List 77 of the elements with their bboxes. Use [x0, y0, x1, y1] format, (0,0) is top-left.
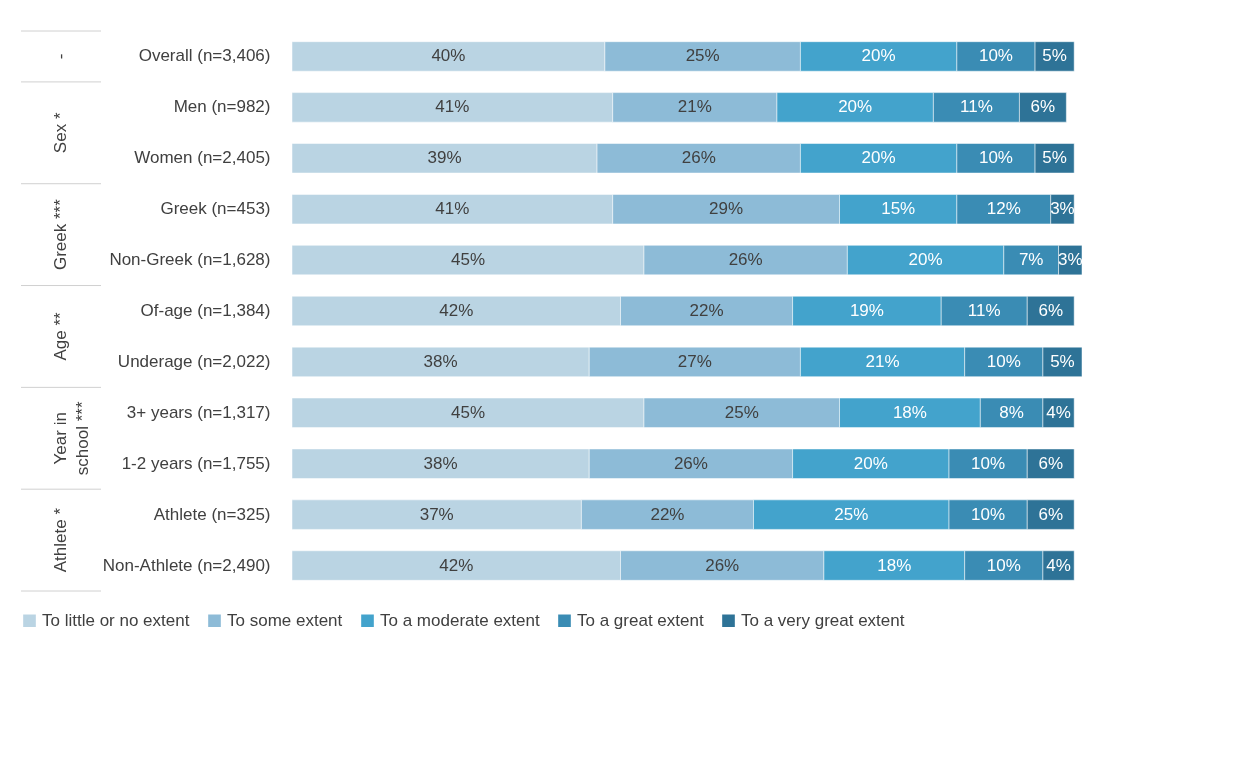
y-tick-label: Overall (n=3,406) — [138, 46, 271, 66]
data-label: 15% — [881, 199, 916, 219]
y-tick-label: Non-Greek (n=1,628) — [109, 250, 271, 270]
data-label: 26% — [673, 453, 708, 473]
data-label: 4% — [1046, 555, 1071, 575]
data-label: 4% — [1046, 402, 1071, 422]
y-tick-label: Non-Athlete (n=2,490) — [102, 555, 271, 575]
data-label: 41% — [435, 97, 470, 117]
data-label: 37% — [419, 504, 454, 524]
data-label: 10% — [971, 504, 1006, 524]
data-label: 6% — [1030, 97, 1056, 117]
data-label: 38% — [423, 351, 458, 371]
data-label: 6% — [1038, 504, 1063, 524]
data-label: 26% — [681, 148, 716, 168]
data-label: 20% — [861, 148, 896, 168]
legend-label: To little or no extent — [42, 610, 190, 630]
text: Greek *** — [51, 198, 70, 271]
data-label: 3% — [1057, 250, 1083, 270]
data-label: 42% — [439, 555, 474, 575]
data-label: 5% — [1042, 46, 1067, 66]
data-label: 41% — [435, 199, 470, 219]
y-tick-label: Underage (n=2,022) — [117, 351, 271, 371]
legend-label: To a great extent — [577, 610, 704, 630]
data-label: 18% — [892, 402, 927, 422]
legend-label: To some extent — [227, 610, 343, 630]
text: Athlete * — [51, 507, 70, 573]
text: - — [51, 53, 70, 60]
y-tick-label: Greek (n=453) — [160, 199, 271, 219]
data-label: 45% — [450, 402, 486, 422]
data-label: 45% — [450, 250, 486, 270]
data-label: 20% — [908, 250, 943, 270]
data-label: 5% — [1042, 148, 1067, 168]
data-label: 20% — [853, 453, 888, 473]
data-label: 22% — [689, 301, 724, 320]
data-label: 25% — [724, 402, 759, 422]
text: Age ** — [51, 311, 70, 361]
data-label: 12% — [986, 199, 1021, 219]
data-label: 26% — [728, 250, 763, 270]
y-tick-label: Athlete (n=325) — [153, 504, 271, 524]
data-label: 19% — [849, 301, 884, 320]
data-label: 20% — [838, 97, 873, 117]
data-label: 6% — [1038, 453, 1063, 473]
data-label: 10% — [986, 351, 1021, 371]
data-label: 42% — [439, 301, 474, 320]
data-label: 21% — [865, 351, 900, 371]
data-label: 10% — [978, 46, 1013, 66]
data-label: 27% — [677, 351, 712, 371]
data-label: 20% — [861, 46, 896, 66]
legend-label: To a very great extent — [741, 610, 905, 630]
text: Year in school *** — [51, 401, 92, 476]
data-label: 21% — [677, 97, 712, 117]
data-label: 29% — [709, 199, 744, 219]
y-tick-label: 3+ years (n=1,317) — [126, 402, 271, 422]
data-label: 10% — [971, 453, 1006, 473]
data-label: 11% — [967, 301, 1001, 320]
data-label: 3% — [1050, 199, 1075, 219]
data-label: 11% — [960, 97, 993, 117]
data-label: 5% — [1050, 351, 1075, 371]
data-label: 7% — [1018, 250, 1044, 270]
legend-label: To a moderate extent — [380, 610, 540, 630]
data-label: 10% — [978, 148, 1013, 168]
data-label: 25% — [834, 504, 869, 524]
y-tick-label: Of-age (n=1,384) — [140, 301, 271, 320]
text: Sex * — [51, 112, 70, 154]
y-tick-label: Women (n=2,405) — [134, 148, 271, 168]
data-label: 22% — [650, 504, 685, 524]
data-label: 10% — [986, 555, 1021, 575]
data-label: 38% — [423, 453, 458, 473]
data-label: 40% — [431, 46, 466, 66]
y-tick-label: Men (n=982) — [173, 97, 271, 117]
y-tick-label: 1-2 years (n=1,755) — [121, 453, 271, 473]
data-label: 18% — [877, 555, 912, 575]
data-label: 6% — [1038, 301, 1063, 320]
data-label: 39% — [427, 148, 462, 168]
data-label: 8% — [999, 402, 1024, 422]
data-label: 26% — [705, 555, 740, 575]
data-label: 25% — [685, 46, 720, 66]
